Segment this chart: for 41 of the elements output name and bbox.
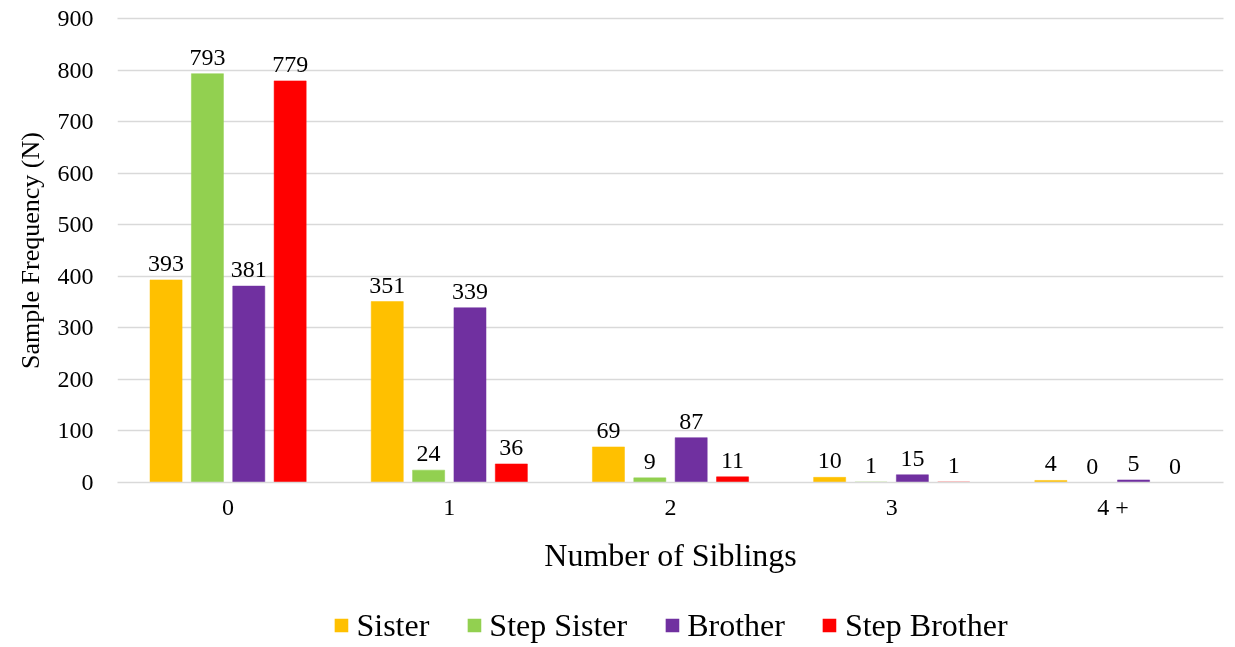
legend-label: Step Sister <box>489 606 628 644</box>
x-tick-label: 2 <box>664 493 677 520</box>
data-label: 393 <box>148 249 185 276</box>
y-tick-label: 900 <box>57 5 94 31</box>
legend-label: Sister <box>356 606 430 644</box>
data-label: 1 <box>865 451 878 478</box>
data-label: 11 <box>720 446 745 473</box>
data-label: 69 <box>596 416 621 443</box>
y-tick-label: 700 <box>57 108 94 135</box>
x-tick-label: 4 + <box>1097 493 1129 520</box>
data-label: 5 <box>1127 449 1140 476</box>
data-label: 793 <box>189 43 226 70</box>
legend-label: Step Brother <box>844 606 1008 644</box>
y-tick-label: 300 <box>57 314 94 341</box>
data-label: 87 <box>679 407 704 434</box>
data-label: 15 <box>900 444 925 471</box>
y-tick-label: 0 <box>81 469 94 495</box>
data-label: 9 <box>643 447 656 474</box>
data-label: 351 <box>369 271 406 298</box>
data-label: 1 <box>947 451 960 478</box>
y-axis-title: Sample Frequency (N) <box>15 132 45 369</box>
data-label: 10 <box>817 447 842 474</box>
y-tick-label: 500 <box>57 211 94 238</box>
x-tick-label: 0 <box>222 493 235 520</box>
y-tick-label: 600 <box>57 159 94 186</box>
y-tick-label: 100 <box>57 417 94 444</box>
y-tick-label: 400 <box>57 262 94 289</box>
x-axis-title: Number of Siblings <box>544 536 797 573</box>
data-label: 4 <box>1044 450 1057 477</box>
data-label: 779 <box>272 50 309 77</box>
data-label: 339 <box>451 277 488 304</box>
data-label: 381 <box>230 256 267 283</box>
legend-label: Brother <box>687 606 785 644</box>
y-tick-label: 200 <box>57 365 94 392</box>
x-tick-label: 3 <box>885 493 898 520</box>
data-label: 0 <box>1086 452 1099 479</box>
x-tick-label: 1 <box>443 493 456 520</box>
data-label: 0 <box>1168 452 1181 479</box>
data-label: 36 <box>499 433 524 460</box>
data-label: 24 <box>416 440 441 467</box>
y-tick-label: 800 <box>57 56 94 83</box>
